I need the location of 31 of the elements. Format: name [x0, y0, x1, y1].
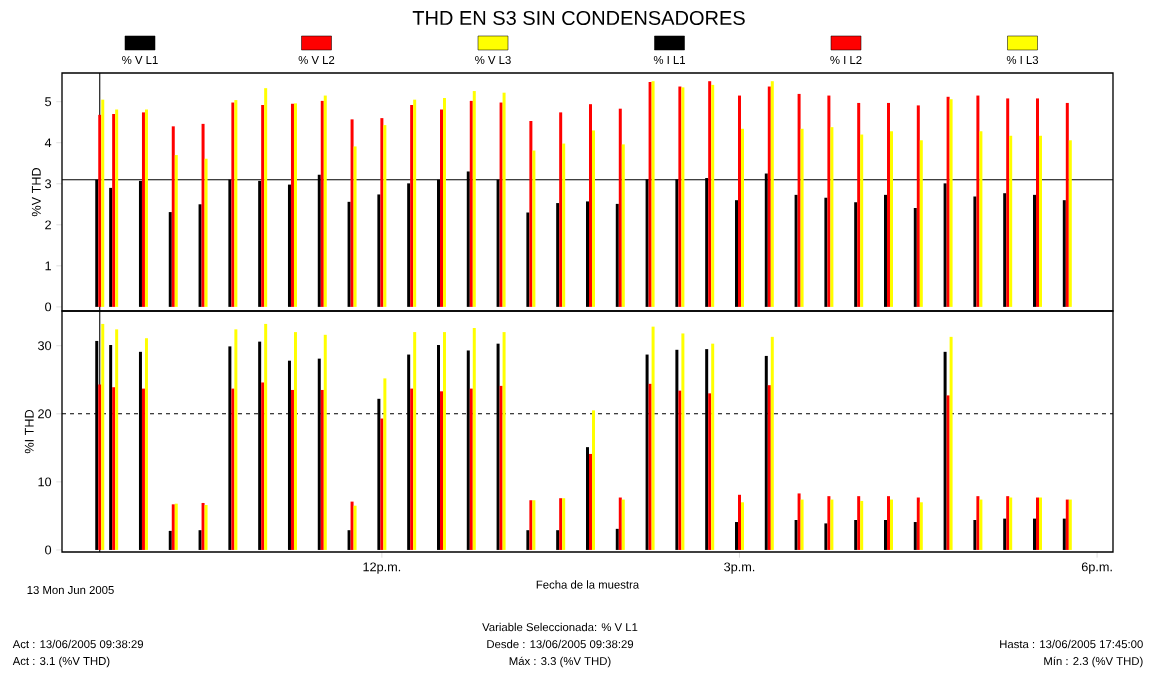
- legend-label: % I L3: [1006, 55, 1039, 64]
- x-tick-label: 3p.m.: [724, 562, 755, 574]
- y-axis-title: %I THD: [24, 409, 34, 454]
- y-tick-label: 30: [38, 341, 52, 351]
- text: Hasta : 13/06/2005 17:45:00: [1000, 639, 1143, 649]
- y-tick-label: 3: [45, 179, 52, 189]
- y-tick-label: 20: [38, 409, 52, 419]
- y-tick-label: 0: [45, 302, 52, 312]
- legend-label: % V L1: [122, 56, 158, 64]
- y-tick-label: 1: [45, 261, 51, 271]
- y-tick-label: 5: [45, 97, 52, 107]
- text: Act : 13/06/2005 09:38:29: [12, 639, 144, 649]
- text: 13 Mon Jun 2005: [27, 585, 114, 594]
- y-axis-title: %V THD: [31, 167, 41, 217]
- legend-label: % I L2: [830, 56, 862, 64]
- text: Mín : 2.3 (%V THD): [1044, 656, 1143, 668]
- chart-title: THD EN S3 SIN CONDENSADORES: [412, 10, 745, 26]
- y-tick-label: 10: [38, 477, 52, 487]
- x-tick-label: 12p.m.: [363, 562, 401, 574]
- text: Variable Seleccionada: % V L1: [482, 622, 638, 632]
- x-tick-label: 6p.m.: [1081, 562, 1112, 574]
- legend-label: % I L1: [653, 56, 686, 64]
- y-tick-label: 0: [45, 545, 52, 555]
- legend-label: % V L2: [298, 56, 335, 64]
- x-axis-title: Fecha de la muestra: [536, 580, 640, 589]
- text: Desde : 13/06/2005 09:38:29: [487, 639, 634, 649]
- text: Máx : 3.3 (%V THD): [509, 656, 611, 668]
- y-tick-label: 2: [45, 220, 51, 230]
- legend-label: % V L3: [475, 55, 511, 64]
- y-tick-label: 4: [44, 138, 52, 148]
- text: Act : 3.1 (%V THD): [12, 656, 110, 668]
